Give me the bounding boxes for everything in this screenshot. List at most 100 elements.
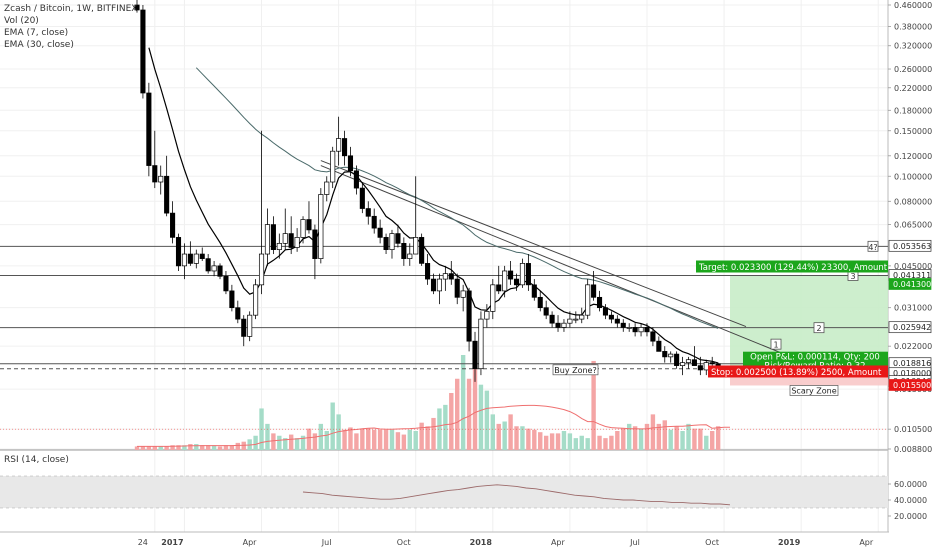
trendline	[320, 165, 809, 365]
volume-bar	[496, 423, 501, 450]
line-marker-box	[867, 240, 879, 252]
volume-bar	[460, 355, 466, 450]
volume-bar	[324, 431, 329, 450]
candle-body	[543, 307, 549, 316]
candle-body	[336, 138, 342, 152]
candle-body	[466, 290, 472, 342]
candle-body	[170, 212, 176, 238]
volume-bar	[603, 438, 608, 450]
candle-body	[377, 227, 383, 238]
volume-bar	[437, 408, 442, 450]
volume-bar	[366, 428, 371, 450]
price-tick-label: 0.320000	[894, 42, 932, 51]
volume-bar	[520, 426, 525, 450]
volume-bar	[680, 431, 685, 450]
candle-body	[579, 314, 585, 320]
volume-bar	[377, 429, 383, 450]
volume-bar	[401, 434, 407, 450]
rsi-legend: RSI (14, close)	[4, 455, 69, 465]
rsi-tick-label: 60.0000	[894, 480, 927, 489]
candle-body	[383, 237, 389, 250]
price-tag-box	[888, 321, 932, 334]
volume-bar	[692, 428, 697, 450]
candle-body	[472, 340, 478, 370]
price-tick-label: 0.220000	[894, 84, 932, 93]
candle-body	[573, 318, 579, 321]
volume-bar	[472, 360, 478, 450]
candle-body	[324, 181, 330, 195]
volume-bar	[704, 435, 709, 450]
time-tick-label: Apr	[551, 538, 566, 547]
volume-bar	[698, 428, 703, 450]
volume-bar	[686, 423, 691, 450]
candle-body	[342, 138, 348, 157]
volume-bar	[229, 445, 235, 450]
price-tag-box	[888, 379, 932, 391]
price-tag-box	[888, 278, 932, 290]
volume-bar	[490, 414, 495, 450]
candle-body	[140, 9, 146, 94]
candle-body	[632, 327, 638, 333]
volume-bar	[158, 446, 163, 450]
volume-bar	[277, 435, 282, 450]
volume-bar	[395, 432, 401, 450]
stop-label-box	[708, 365, 888, 378]
time-tick-label: Oct	[397, 538, 411, 547]
price-tag-label: 0.018816	[893, 359, 931, 368]
price-tag-box	[888, 239, 932, 252]
candle-body	[229, 290, 235, 309]
legend-ema7: EMA (7, close)	[4, 28, 69, 38]
candle-body	[175, 237, 182, 267]
candle-body	[294, 237, 300, 248]
time-tick-label: Apr	[243, 538, 258, 547]
volume-bar	[431, 417, 436, 450]
volume-bar	[271, 433, 276, 450]
price-tick-label: 0.120000	[894, 152, 932, 161]
candle-body	[217, 265, 223, 277]
volume-bar	[146, 446, 152, 450]
volume-bar	[668, 429, 673, 450]
volume-bar	[419, 422, 424, 450]
axes: 0.460000 0.380000 0.320000 0.260000 0.220000…	[138, 0, 932, 550]
candle-body	[306, 219, 312, 231]
candle-body	[567, 318, 573, 324]
volume-bar	[508, 414, 513, 450]
volume-bar	[300, 435, 306, 450]
volume-bar	[217, 446, 223, 450]
time-tick-label: 2018	[470, 538, 493, 547]
volume-bar	[615, 431, 620, 450]
ema7-line	[148, 47, 719, 364]
candle-body	[650, 331, 656, 342]
candle-body	[490, 284, 496, 312]
volume-bar	[638, 428, 644, 450]
candle-body	[496, 284, 502, 292]
legend-vol: Vol (20)	[4, 16, 39, 26]
volume-bar	[176, 445, 181, 450]
target-label: Target: 0.023300 (129.44%) 23300, Amount	[698, 263, 888, 273]
candle-body	[134, 4, 140, 11]
price-tick-label: 0.100000	[894, 172, 932, 181]
price-tick-label: 0.180000	[894, 106, 932, 115]
buy-zone-box	[552, 364, 599, 376]
volume-bar	[312, 433, 318, 450]
candle-body	[674, 353, 680, 366]
candle-body	[211, 265, 217, 272]
candle-body	[680, 362, 686, 366]
volume-bar	[389, 429, 395, 450]
volume-bar	[585, 438, 590, 450]
volume-bar	[466, 378, 472, 450]
candle-body	[691, 359, 697, 366]
candle-body	[591, 284, 597, 298]
volume-bar	[549, 433, 555, 450]
candle-body	[697, 365, 703, 371]
volume-bar	[650, 414, 656, 450]
price-tick-label: 0.380000	[894, 22, 932, 31]
target-label-box	[696, 260, 888, 273]
volume-bar	[330, 402, 335, 450]
candle-body	[419, 237, 425, 264]
volume-bar	[502, 421, 507, 450]
candle-body	[276, 242, 282, 250]
ema-lines	[148, 47, 719, 364]
volume-bar	[354, 433, 359, 450]
